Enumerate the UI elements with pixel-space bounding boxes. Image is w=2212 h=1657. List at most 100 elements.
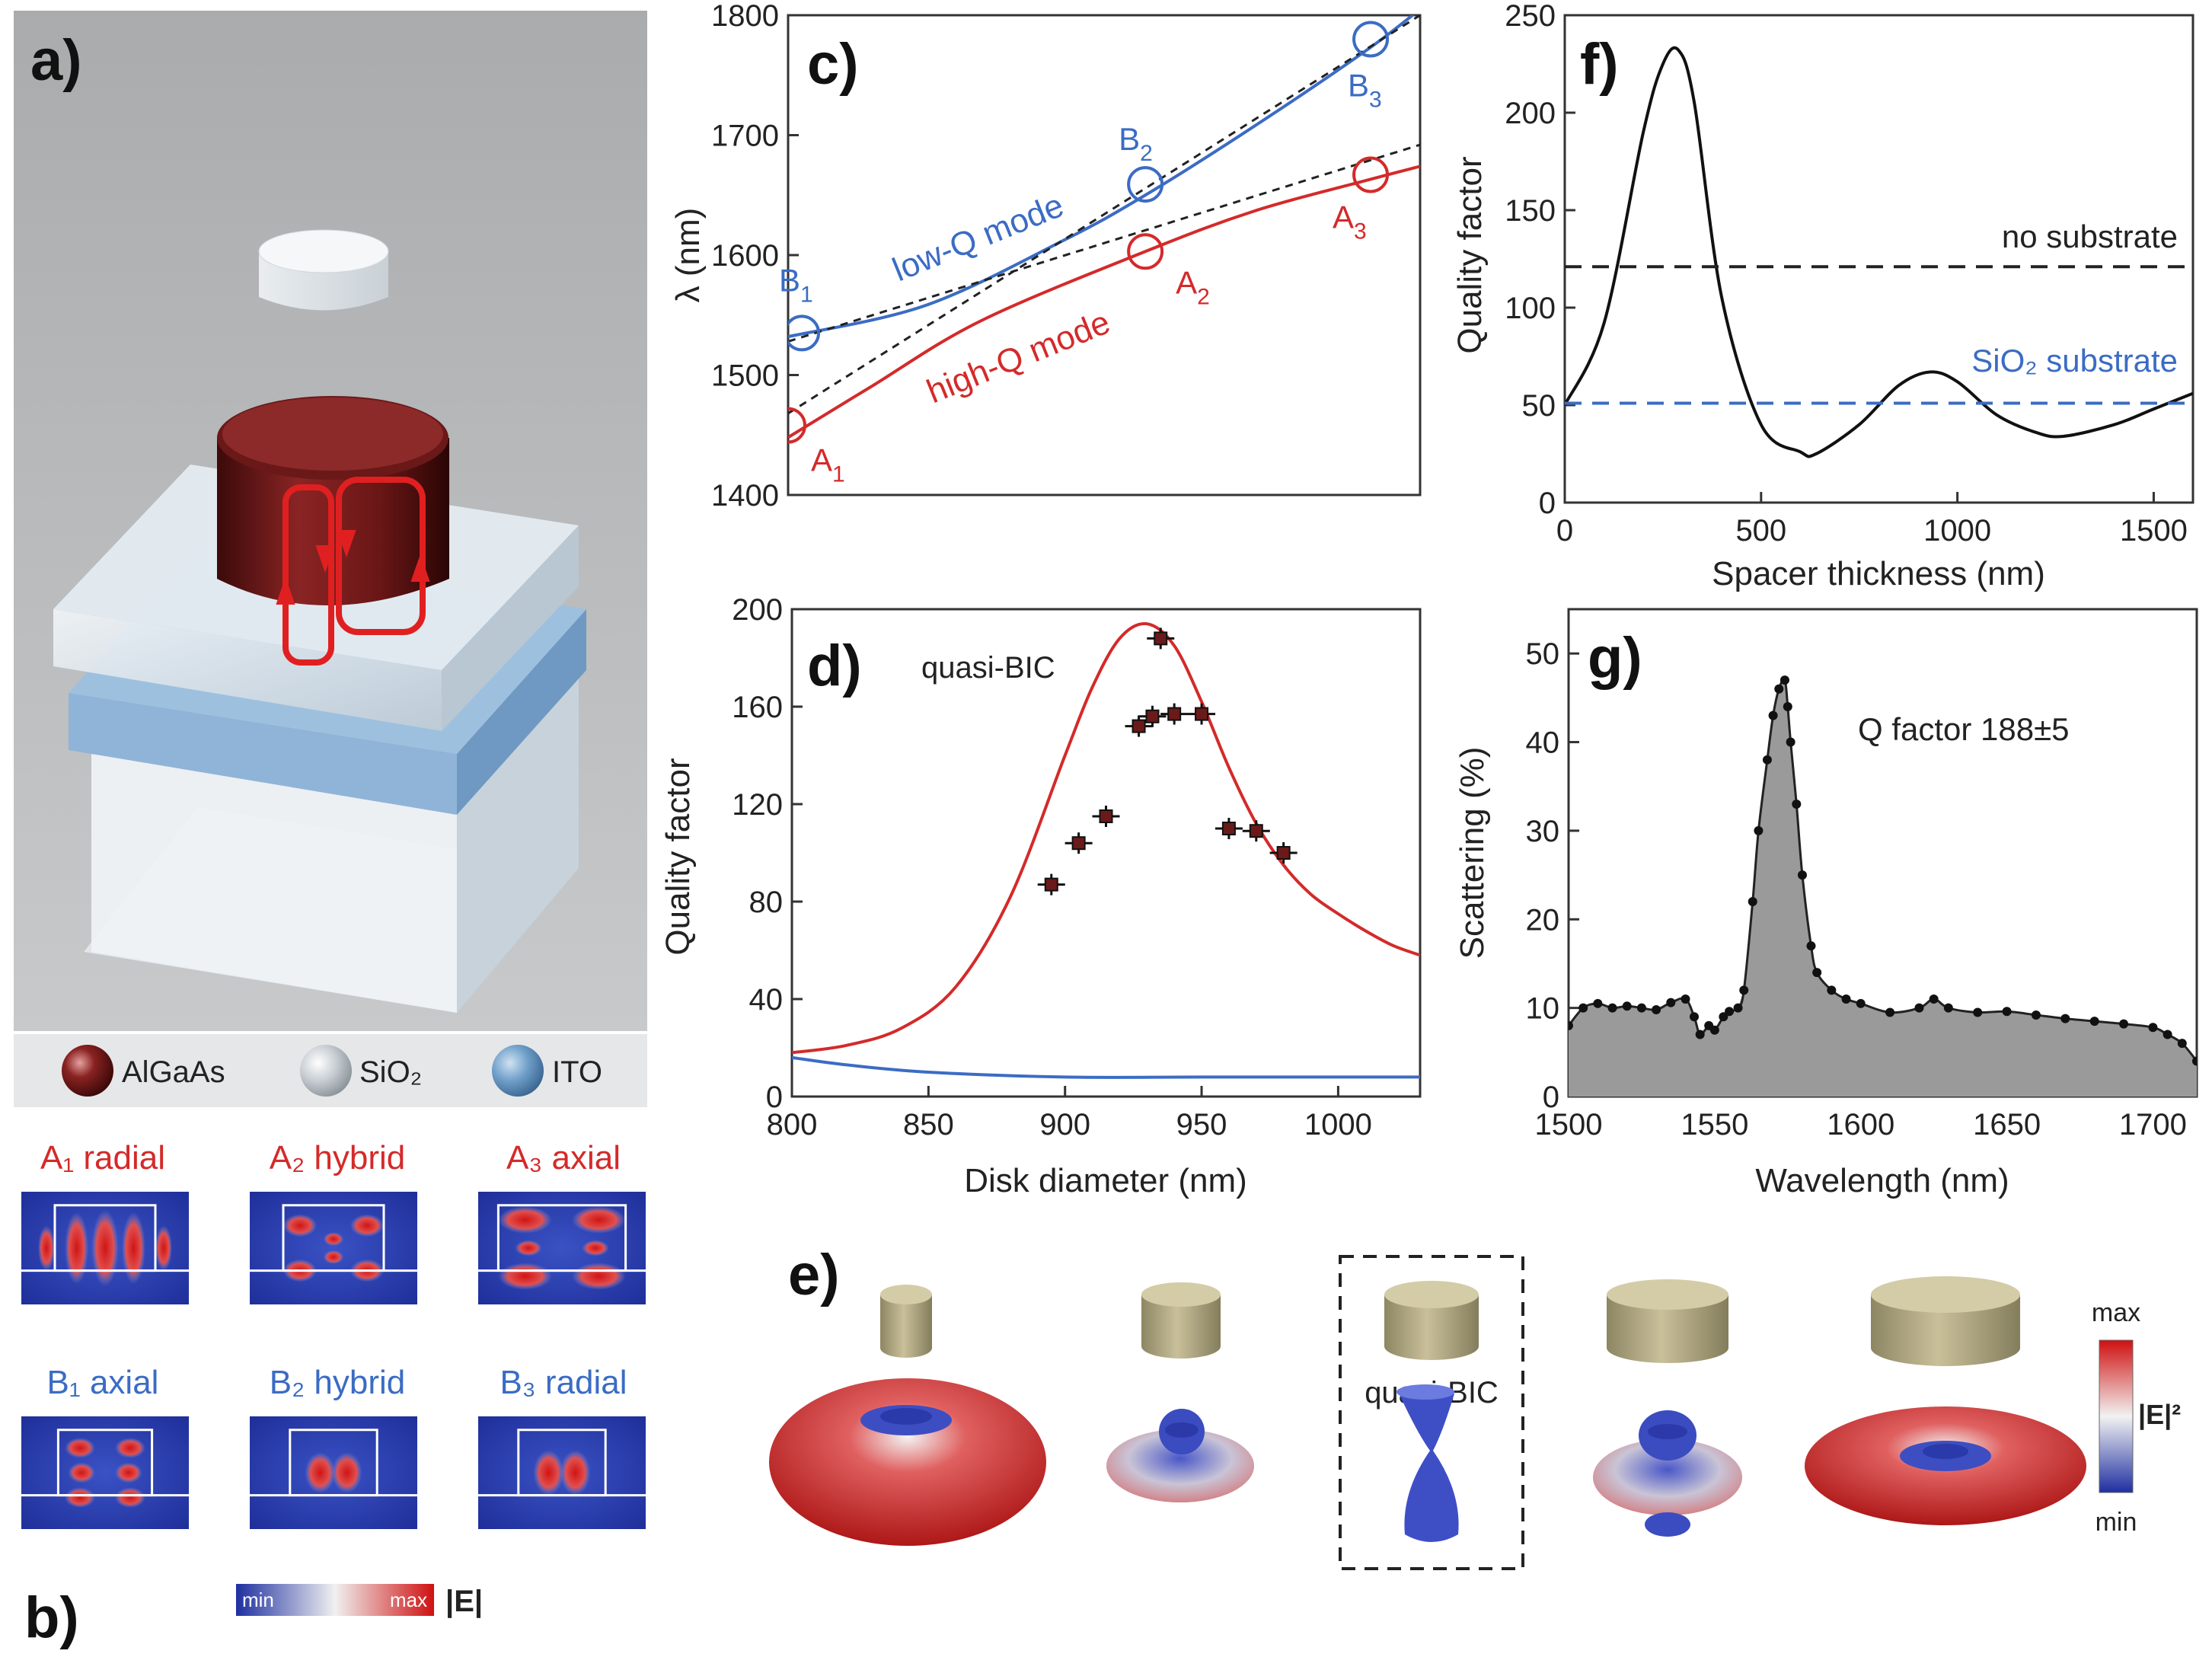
disk-row [880,1276,2020,1366]
g-xtick-label: 1650 [1973,1108,2041,1141]
d-ytick-label: 160 [732,691,783,724]
plot-frame-c [787,14,1422,496]
scattering-point [1578,1003,1588,1013]
series-line-c-1 [788,164,1420,439]
farfield-colorbar [2099,1339,2134,1493]
panel-a: a) AlGaAs SiO₂ ITO [14,11,647,1107]
mode-point-marker [1127,233,1164,270]
g-ytick-label: 50 [1526,637,1560,671]
g-xtick-label: 1500 [1535,1108,1603,1141]
ito-sphere-icon [492,1045,544,1097]
scattering-point [1827,985,1837,995]
scattering-point [1768,710,1778,720]
d-xtick-label: 800 [767,1108,818,1141]
mode-colorbar-label: |E| [445,1585,483,1618]
mode-title-b3: B₃ radial [500,1364,627,1401]
x-axis-label-f: Spacer thickness (nm) [1712,555,2045,592]
scattering-point [1622,1001,1632,1011]
scattering-point [1797,870,1807,880]
scattering-point [2177,1039,2187,1049]
label-sio2-substrate: SiO₂ substrate [1971,343,2178,378]
series-line-c-2 [788,143,1420,343]
scattering-point [1885,1007,1895,1017]
panel-f: 0 50 100 150 200 250 0 500 1000 1500 Quality fact… [1451,0,2194,592]
x-axis-label-g: Wavelength (nm) [1755,1162,2009,1199]
scattering-point [1812,968,1822,978]
axes-f: 0 50 100 150 200 250 0 500 1000 1500 [1505,0,2188,548]
farfield-pattern-2 [1106,1409,1254,1502]
mode-map-2 [250,1192,417,1304]
x-axis-label-d: Disk diameter (nm) [964,1162,1247,1199]
scattering-point [2148,1023,2158,1033]
axes-g: 0 10 20 30 40 50 1500 1550 1600 1650 1700 [1526,637,2187,1141]
series-line-c-0 [788,15,1416,339]
g-ytick-label: 30 [1526,815,1560,848]
mode-map-5 [250,1416,417,1529]
scattering-point [2031,1010,2041,1020]
axes-d: 0 40 80 120 160 200 800 850 900 950 1000 [732,593,1372,1141]
scattering-point [1733,1003,1743,1013]
y-axis-c: 1400 1500 1600 1700 1800 [711,0,799,512]
f-xtick-label: 1000 [1923,514,1991,548]
f-ytick-label: 0 [1539,487,1556,520]
measurement-point [1269,842,1298,864]
panel-label-e: e) [788,1243,840,1307]
scattering-point [1569,1020,1573,1030]
annotation-quasi-bic-d: quasi-BIC [921,651,1055,685]
measurement-point [1125,715,1153,737]
scattering-point [1748,897,1757,906]
farfield-pattern-1 [769,1378,1046,1546]
scattering-point [2002,1007,2012,1017]
g-ytick-label: 20 [1526,903,1560,937]
scattering-point [1779,675,1789,685]
scattering-point [1739,985,1749,995]
mode-title-a3: A₃ axial [506,1139,621,1177]
measurement-point [1138,705,1167,727]
panel-label-f: f) [1580,32,1619,97]
plot-area-g [1569,675,2197,1097]
d-ytick-label: 200 [732,593,783,627]
f-xtick-label: 1500 [2120,514,2188,548]
scattering-point [1681,995,1690,1004]
f-ytick-label: 200 [1505,97,1556,130]
mode-colorbar-min: min [242,1588,274,1611]
scattering-point [1929,995,1939,1004]
c-ytick-label: 1600 [711,239,779,273]
mode-title-a2: A₂ hybrid [270,1139,406,1177]
mode-point-label: A1 [811,442,845,487]
mode-point-marker [1352,156,1390,193]
scattering-point [1806,941,1816,951]
measurement-point [1160,703,1189,725]
mode-point-label: B1 [779,262,813,307]
y-axis-label-c: λ (nm) [669,208,707,303]
disk-3 [1384,1281,1479,1360]
f-xtick-label: 500 [1735,514,1786,548]
sio2-pillar [258,229,389,311]
disk-5 [1871,1276,2020,1366]
scattering-point [2089,1017,2099,1026]
g-ytick-label: 0 [1543,1081,1559,1114]
f-ytick-label: 100 [1505,292,1556,325]
c-ytick-label: 1800 [711,0,779,33]
d-ytick-label: 80 [749,886,784,919]
c-ytick-label: 1500 [711,359,779,393]
mode-point-label: B2 [1119,121,1153,166]
algaas-sphere-icon [62,1045,113,1097]
f-xtick-label: 0 [1556,514,1573,548]
series-line-c-3 [788,15,1420,415]
mode-map-1 [21,1192,189,1304]
farfield-colorbar-min: min [2095,1508,2137,1537]
mode-point-marker [788,314,821,352]
measurement-point [1147,627,1175,650]
measurement-point [1215,818,1243,839]
d-xtick-label: 850 [903,1108,954,1141]
g-xtick-label: 1600 [1827,1108,1894,1141]
plot-area-f [1565,46,2193,458]
legend-item-algaas: AlGaAs [62,1045,225,1097]
y-axis-label-f: Quality factor [1451,156,1489,353]
panel-e: e) quasi-BIC [769,1243,2181,1570]
scattering-point [1607,1003,1617,1013]
scattering-point [1593,998,1603,1008]
scattering-point [1783,702,1792,711]
